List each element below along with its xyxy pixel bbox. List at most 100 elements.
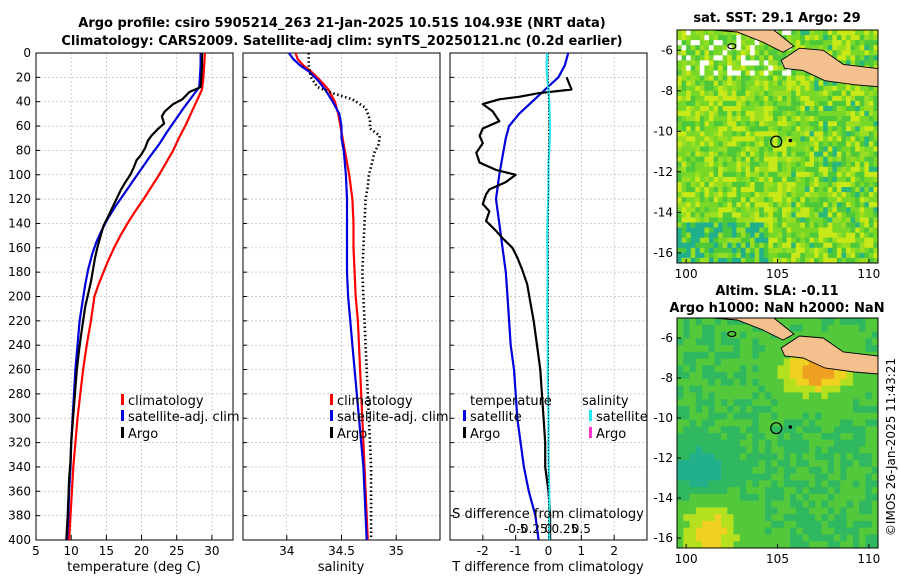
sst-cell (859, 146, 865, 152)
sst-cell (868, 40, 874, 46)
sal-series-satellite-adj-clim (288, 52, 368, 541)
sst-cell (699, 146, 705, 152)
sst-cell (800, 197, 806, 203)
sla-cell (783, 399, 791, 407)
sst-cell (818, 95, 824, 102)
temp-ytick-label: 360 (8, 484, 31, 498)
sst-cell (795, 75, 801, 82)
sla-christmas-island (788, 425, 793, 429)
sst-cell (759, 156, 765, 163)
sst-cell (786, 126, 792, 132)
sla-cell (746, 520, 753, 529)
sst-cell (718, 171, 724, 178)
sst-cell (708, 187, 714, 193)
sst-cell (795, 90, 801, 97)
sla-cell (708, 541, 716, 549)
sst-cell (859, 257, 865, 264)
sla-cell (683, 487, 690, 495)
sla-ytick-label: -12 (653, 451, 673, 465)
sst-cell (713, 45, 719, 51)
sst-cell (759, 85, 765, 92)
sla-cell (689, 520, 697, 529)
sst-cell (836, 151, 842, 158)
sst-cell (681, 161, 687, 168)
sst-cell (786, 232, 792, 239)
sst-cell (832, 227, 838, 234)
sst-cell (704, 197, 710, 203)
sst-cell (718, 242, 724, 249)
sst-cell (832, 202, 838, 208)
sst-cell (804, 176, 810, 183)
sst-cell (754, 70, 760, 76)
sst-cell (791, 217, 797, 223)
sst-cell (699, 166, 705, 173)
sal-series-climatology (294, 52, 369, 541)
sst-cell (763, 95, 769, 102)
sst-cell (754, 141, 760, 147)
sst-cell (804, 100, 810, 107)
sla-cell (808, 385, 816, 393)
sst-cell (708, 176, 714, 183)
sst-cell (763, 70, 769, 76)
sla-cell (852, 426, 860, 434)
sst-cell (777, 85, 783, 92)
sst-cell (713, 111, 719, 117)
sst-cell (791, 232, 797, 239)
sst-cell (818, 237, 824, 244)
sst-cell (759, 212, 765, 218)
sst-cell (868, 30, 874, 36)
sla-cell (752, 453, 760, 461)
sst-cell (782, 111, 788, 117)
sla-cell (859, 453, 866, 461)
sla-cell (871, 372, 879, 380)
sla-cell (702, 351, 709, 359)
sst-cell (859, 136, 865, 142)
sst-cell (772, 136, 778, 142)
sst-cell (713, 85, 719, 92)
sla-cell (796, 460, 804, 468)
sst-cell (777, 60, 783, 66)
sla-cell (739, 493, 747, 502)
sst-cell (832, 237, 838, 244)
sst-cell (699, 131, 705, 137)
sst-cell (681, 257, 687, 264)
sla-cell (746, 399, 753, 407)
sst-cell (686, 156, 692, 163)
sst-cell (740, 217, 746, 223)
sst-cell (836, 105, 842, 112)
sst-cell (864, 237, 870, 244)
sst-cell (823, 237, 829, 244)
sst-cell (750, 207, 756, 213)
sst-cell (809, 126, 815, 132)
sla-cell (796, 392, 804, 400)
sst-map: 100 105 110-6-8-10-12-14-16 (653, 29, 880, 281)
sst-cell (695, 45, 701, 51)
sst-cell (782, 90, 788, 97)
sst-cell (708, 141, 714, 147)
sst-cell (736, 181, 742, 188)
sla-cell (708, 460, 716, 468)
sla-cell (727, 514, 734, 522)
sla-cell (859, 480, 866, 488)
sst-cell (859, 156, 865, 163)
sst-cell (681, 237, 687, 244)
sla-cell (758, 507, 766, 515)
sla-cell (727, 405, 734, 414)
sst-cell (690, 85, 696, 92)
sst-cell (718, 80, 724, 87)
sst-cell (873, 217, 879, 223)
sst-cell (708, 242, 714, 249)
sla-cell (790, 419, 797, 427)
sst-cell (713, 207, 719, 213)
sst-cell (740, 95, 746, 102)
sla-cell (834, 534, 841, 542)
sst-cell (873, 40, 879, 46)
sst-cell (736, 85, 742, 92)
sla-cell (714, 331, 722, 339)
sst-cell (786, 131, 792, 137)
sst-cell (791, 212, 797, 218)
sst-cell (873, 227, 879, 234)
sst-cell (786, 187, 792, 193)
sla-cell (689, 473, 697, 481)
sla-cell (714, 466, 722, 474)
